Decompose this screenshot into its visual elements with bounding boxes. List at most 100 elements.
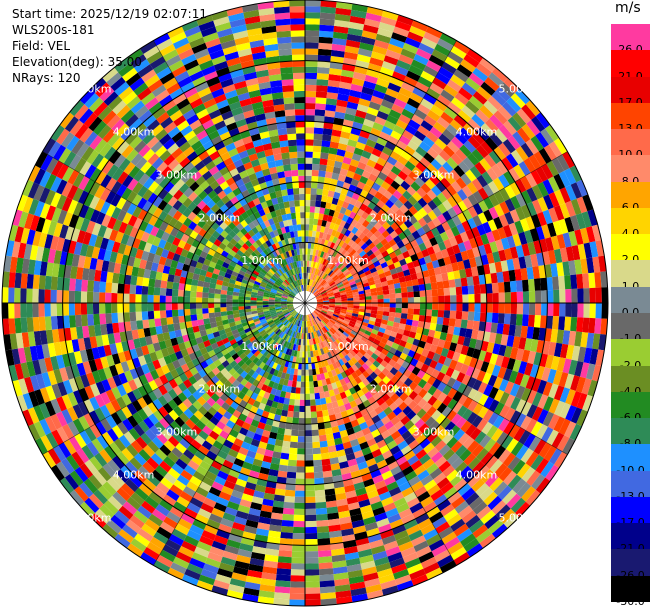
velocity-gate [518, 337, 527, 350]
velocity-gate [278, 365, 285, 373]
velocity-gate [290, 575, 305, 582]
velocity-gate [462, 197, 473, 210]
velocity-gate [298, 338, 302, 346]
velocity-gate [114, 533, 131, 549]
velocity-gate [341, 234, 348, 242]
velocity-gate [291, 429, 299, 437]
velocity-gate [552, 276, 560, 290]
velocity-gate [186, 360, 195, 370]
velocity-gate [545, 124, 560, 142]
velocity-gate [393, 261, 402, 269]
velocity-gate [281, 306, 288, 310]
velocity-gate [351, 313, 359, 318]
velocity-gate [290, 330, 295, 337]
velocity-gate [338, 87, 351, 96]
velocity-gate [305, 6, 321, 13]
velocity-gate [346, 496, 359, 505]
velocity-gate [315, 495, 326, 503]
velocity-gate [220, 367, 229, 376]
velocity-gate [426, 189, 437, 200]
velocity-gate [337, 225, 344, 233]
velocity-gate [316, 225, 322, 232]
velocity-gate [281, 294, 288, 298]
velocity-gate [411, 166, 423, 177]
velocity-gate [309, 286, 313, 292]
velocity-gate [366, 260, 374, 267]
velocity-gate [227, 286, 234, 292]
velocity-gate [312, 374, 318, 382]
velocity-gate [265, 352, 272, 359]
velocity-gate [317, 67, 330, 74]
velocity-gate [433, 99, 448, 112]
velocity-gate [431, 309, 439, 317]
velocity-gate [387, 460, 399, 471]
velocity-gate [338, 327, 345, 334]
velocity-gate [395, 119, 408, 130]
velocity-gate [65, 365, 75, 380]
velocity-gate [373, 249, 382, 257]
velocity-gate [279, 316, 286, 321]
velocity-gate [362, 219, 370, 228]
velocity-gate [506, 357, 516, 371]
velocity-gate [429, 82, 444, 95]
velocity-gate [330, 395, 337, 403]
velocity-gate [248, 507, 261, 517]
velocity-gate [413, 308, 420, 315]
velocity-gate [522, 279, 529, 292]
velocity-gate [293, 312, 298, 318]
velocity-gate [318, 42, 333, 50]
velocity-gate [239, 499, 252, 508]
velocity-gate [337, 345, 344, 352]
velocity-gate [342, 156, 352, 165]
velocity-gate [208, 297, 215, 303]
velocity-gate [453, 326, 461, 336]
velocity-gate [78, 204, 90, 219]
velocity-gate [438, 444, 451, 457]
velocity-gate [396, 344, 405, 353]
velocity-gate [256, 264, 263, 271]
velocity-gate [423, 255, 432, 264]
velocity-gate [276, 292, 283, 296]
velocity-gate [457, 109, 472, 123]
velocity-gate [172, 431, 184, 443]
velocity-gate [220, 266, 228, 273]
velocity-gate [565, 200, 576, 217]
velocity-gate [182, 207, 192, 218]
velocity-gate [91, 438, 104, 453]
velocity-gate [333, 480, 345, 489]
velocity-gate [491, 523, 508, 539]
velocity-gate [202, 297, 209, 303]
velocity-gate [388, 359, 397, 368]
velocity-gate [372, 274, 380, 281]
velocity-gate [352, 327, 359, 334]
velocity-gate [509, 347, 519, 360]
velocity-gate [217, 274, 225, 281]
velocity-gate [358, 293, 366, 298]
velocity-gate [312, 325, 316, 332]
velocity-gate [86, 303, 94, 315]
velocity-gate [111, 455, 125, 470]
velocity-gate [274, 281, 281, 287]
velocity-gate [350, 241, 358, 249]
velocity-gate [364, 18, 381, 28]
velocity-gate [265, 399, 274, 407]
velocity-gate [32, 274, 40, 289]
velocity-gate [213, 502, 227, 513]
velocity-gate [377, 331, 385, 338]
velocity-gate [459, 269, 467, 279]
velocity-gate [423, 442, 435, 454]
velocity-gate [264, 554, 279, 563]
velocity-gate [397, 425, 408, 436]
velocity-gate [295, 356, 300, 364]
velocity-gate [493, 376, 503, 390]
velocity-gate [243, 250, 251, 258]
velocity-gate [144, 165, 157, 178]
velocity-gate [531, 474, 546, 490]
velocity-gate [319, 264, 325, 271]
velocity-gate [221, 315, 228, 321]
velocity-gate [283, 340, 288, 348]
velocity-gate [100, 237, 109, 250]
velocity-gate [450, 45, 467, 59]
velocity-gate [530, 454, 544, 471]
velocity-gate [466, 276, 474, 286]
